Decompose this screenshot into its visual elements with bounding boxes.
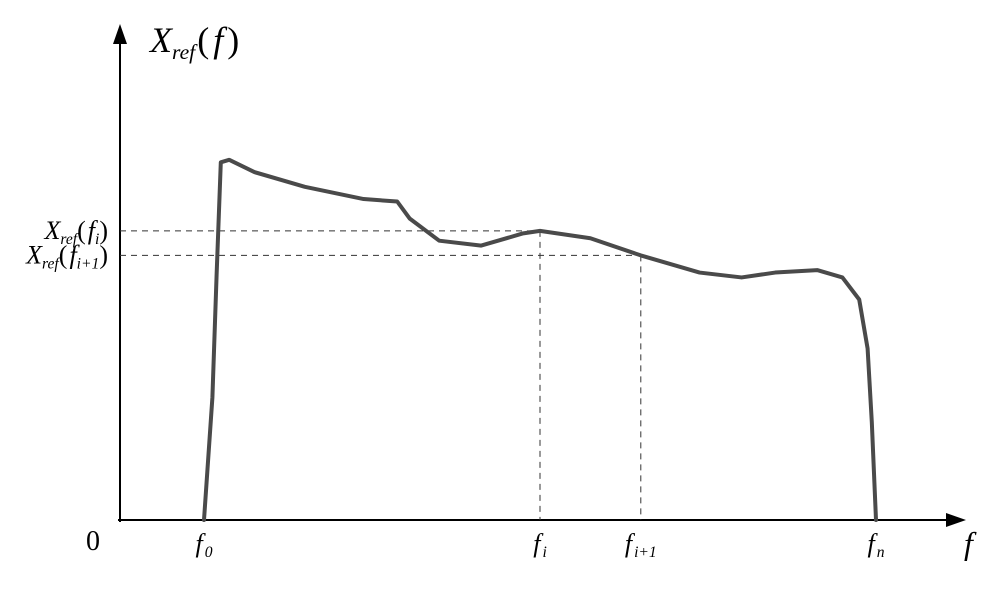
origin-label: 0	[86, 526, 100, 557]
chart-bg	[0, 0, 1000, 596]
spectrum-chart: Xref(f)0fXref(fi)Xref(fi+1)fifi+1f0fn	[0, 0, 1000, 596]
